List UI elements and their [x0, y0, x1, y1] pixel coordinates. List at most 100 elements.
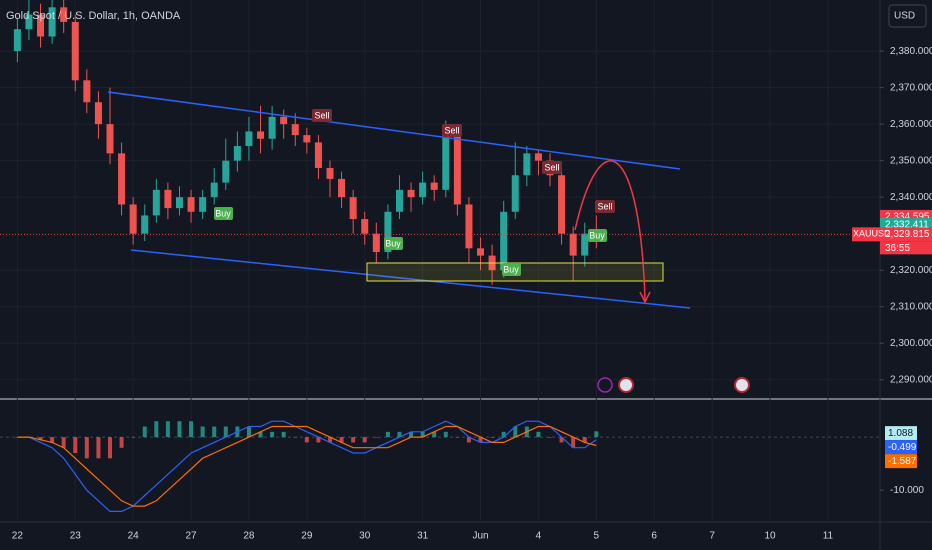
- histogram-bar: [165, 421, 170, 438]
- histogram-bar: [38, 437, 43, 440]
- histogram-bar: [571, 437, 576, 448]
- candle-body: [395, 189, 403, 212]
- x-tick-label: 23: [70, 531, 82, 542]
- candle-body: [222, 160, 230, 183]
- candle-body: [118, 153, 126, 205]
- candle-body: [187, 197, 195, 212]
- histogram-bar: [246, 426, 251, 438]
- price-label: 2,329.815: [885, 229, 930, 240]
- histogram-bar: [339, 437, 344, 443]
- event-icon[interactable]: [734, 377, 750, 393]
- histogram-bar: [84, 437, 89, 459]
- histogram-bar: [212, 426, 217, 438]
- candle-body: [210, 182, 218, 198]
- histogram-bar: [131, 437, 136, 438]
- symbol-label: XAUUSD: [853, 229, 891, 239]
- signal-label: Sell: [597, 201, 612, 211]
- candle-body: [199, 197, 207, 212]
- signal: Sell: [595, 200, 615, 213]
- histogram-bar: [455, 437, 460, 438]
- candle-body: [500, 211, 508, 271]
- chart-title: Gold Spot / U.S. Dollar, 1h, OANDA: [6, 10, 181, 22]
- channel-lower: [130, 249, 691, 309]
- histogram-bar: [61, 437, 66, 448]
- currency-button[interactable]: [888, 4, 927, 28]
- candle-body: [60, 7, 68, 22]
- x-tick-label: 4: [536, 531, 542, 542]
- candle-body: [326, 167, 334, 179]
- histogram-bar: [258, 431, 263, 438]
- signal-label: Sell: [444, 125, 459, 135]
- candle-body: [257, 131, 265, 139]
- histogram-bar: [142, 426, 147, 438]
- price-label: 2,332.411: [885, 220, 929, 231]
- y-tick-label: 2,320.000: [890, 265, 932, 276]
- candle-body: [291, 124, 299, 136]
- candle-body: [569, 233, 577, 256]
- histogram-bar: [490, 437, 495, 438]
- candle-body: [361, 219, 369, 234]
- x-tick-label: Jun: [472, 531, 488, 542]
- histogram-bar: [316, 437, 321, 443]
- candle-body: [581, 233, 589, 256]
- histogram-bar: [513, 426, 518, 438]
- histogram-bar: [594, 431, 599, 438]
- histogram-bar: [536, 431, 541, 438]
- signal: Buy: [502, 263, 521, 276]
- price-label-bg: [880, 227, 932, 242]
- macd-line: [17, 420, 597, 512]
- event-icon[interactable]: [618, 377, 634, 393]
- candle-body: [268, 116, 276, 139]
- macd-label-bg: [885, 440, 917, 455]
- candle-body: [314, 142, 322, 168]
- candle-body: [465, 204, 473, 249]
- y-tick-label: 2,360.000: [890, 119, 932, 130]
- candle-body: [106, 124, 114, 154]
- histogram-bar: [432, 431, 437, 438]
- y-tick-label: 2,340.000: [890, 192, 932, 203]
- histogram-bar: [96, 437, 101, 459]
- x-tick-label: 29: [301, 531, 313, 542]
- histogram-bar: [154, 421, 159, 438]
- signal-label: Sell: [544, 162, 559, 172]
- arrow-head: [639, 291, 651, 304]
- histogram-bar: [582, 437, 587, 443]
- candle-body: [245, 131, 253, 147]
- signal-label: Buy: [215, 208, 231, 218]
- x-tick-label: 28: [243, 531, 255, 542]
- event-icon[interactable]: [597, 377, 613, 393]
- signal: Buy: [588, 229, 607, 242]
- y-tick-label: 2,290.000: [890, 374, 932, 385]
- candle-body: [152, 189, 160, 216]
- candle-body: [477, 248, 485, 256]
- signal-label: Buy: [589, 230, 605, 240]
- marks: [0, 0, 880, 522]
- histogram-bar: [281, 431, 286, 438]
- candle-body: [37, 14, 45, 37]
- signal: Buy: [384, 237, 403, 250]
- x-tick-label: 31: [417, 531, 429, 542]
- candle-body: [372, 233, 380, 252]
- x-tick-label: 7: [709, 531, 715, 542]
- candle-body: [83, 80, 91, 103]
- x-tick-label: 30: [359, 531, 371, 542]
- histogram-bar: [397, 431, 402, 438]
- histogram-bar: [362, 437, 367, 443]
- signal: Buy: [214, 207, 233, 220]
- y-tick-label: 2,300.000: [890, 338, 932, 349]
- candle-body: [233, 146, 241, 161]
- candle-body: [129, 204, 137, 234]
- histogram-bar: [409, 431, 414, 438]
- candle-body: [175, 197, 183, 209]
- candle-body: [338, 178, 346, 198]
- candle-body: [442, 131, 450, 190]
- histogram-bar: [119, 437, 124, 448]
- candle-body: [48, 7, 56, 37]
- signal-line: [17, 425, 597, 507]
- candle-body: [303, 135, 311, 143]
- macd-label: -1.587: [888, 456, 917, 467]
- price-label: 2,334.595: [885, 212, 930, 223]
- histogram-bar: [351, 437, 356, 443]
- candle-body: [453, 131, 461, 205]
- channel-upper: [107, 91, 681, 170]
